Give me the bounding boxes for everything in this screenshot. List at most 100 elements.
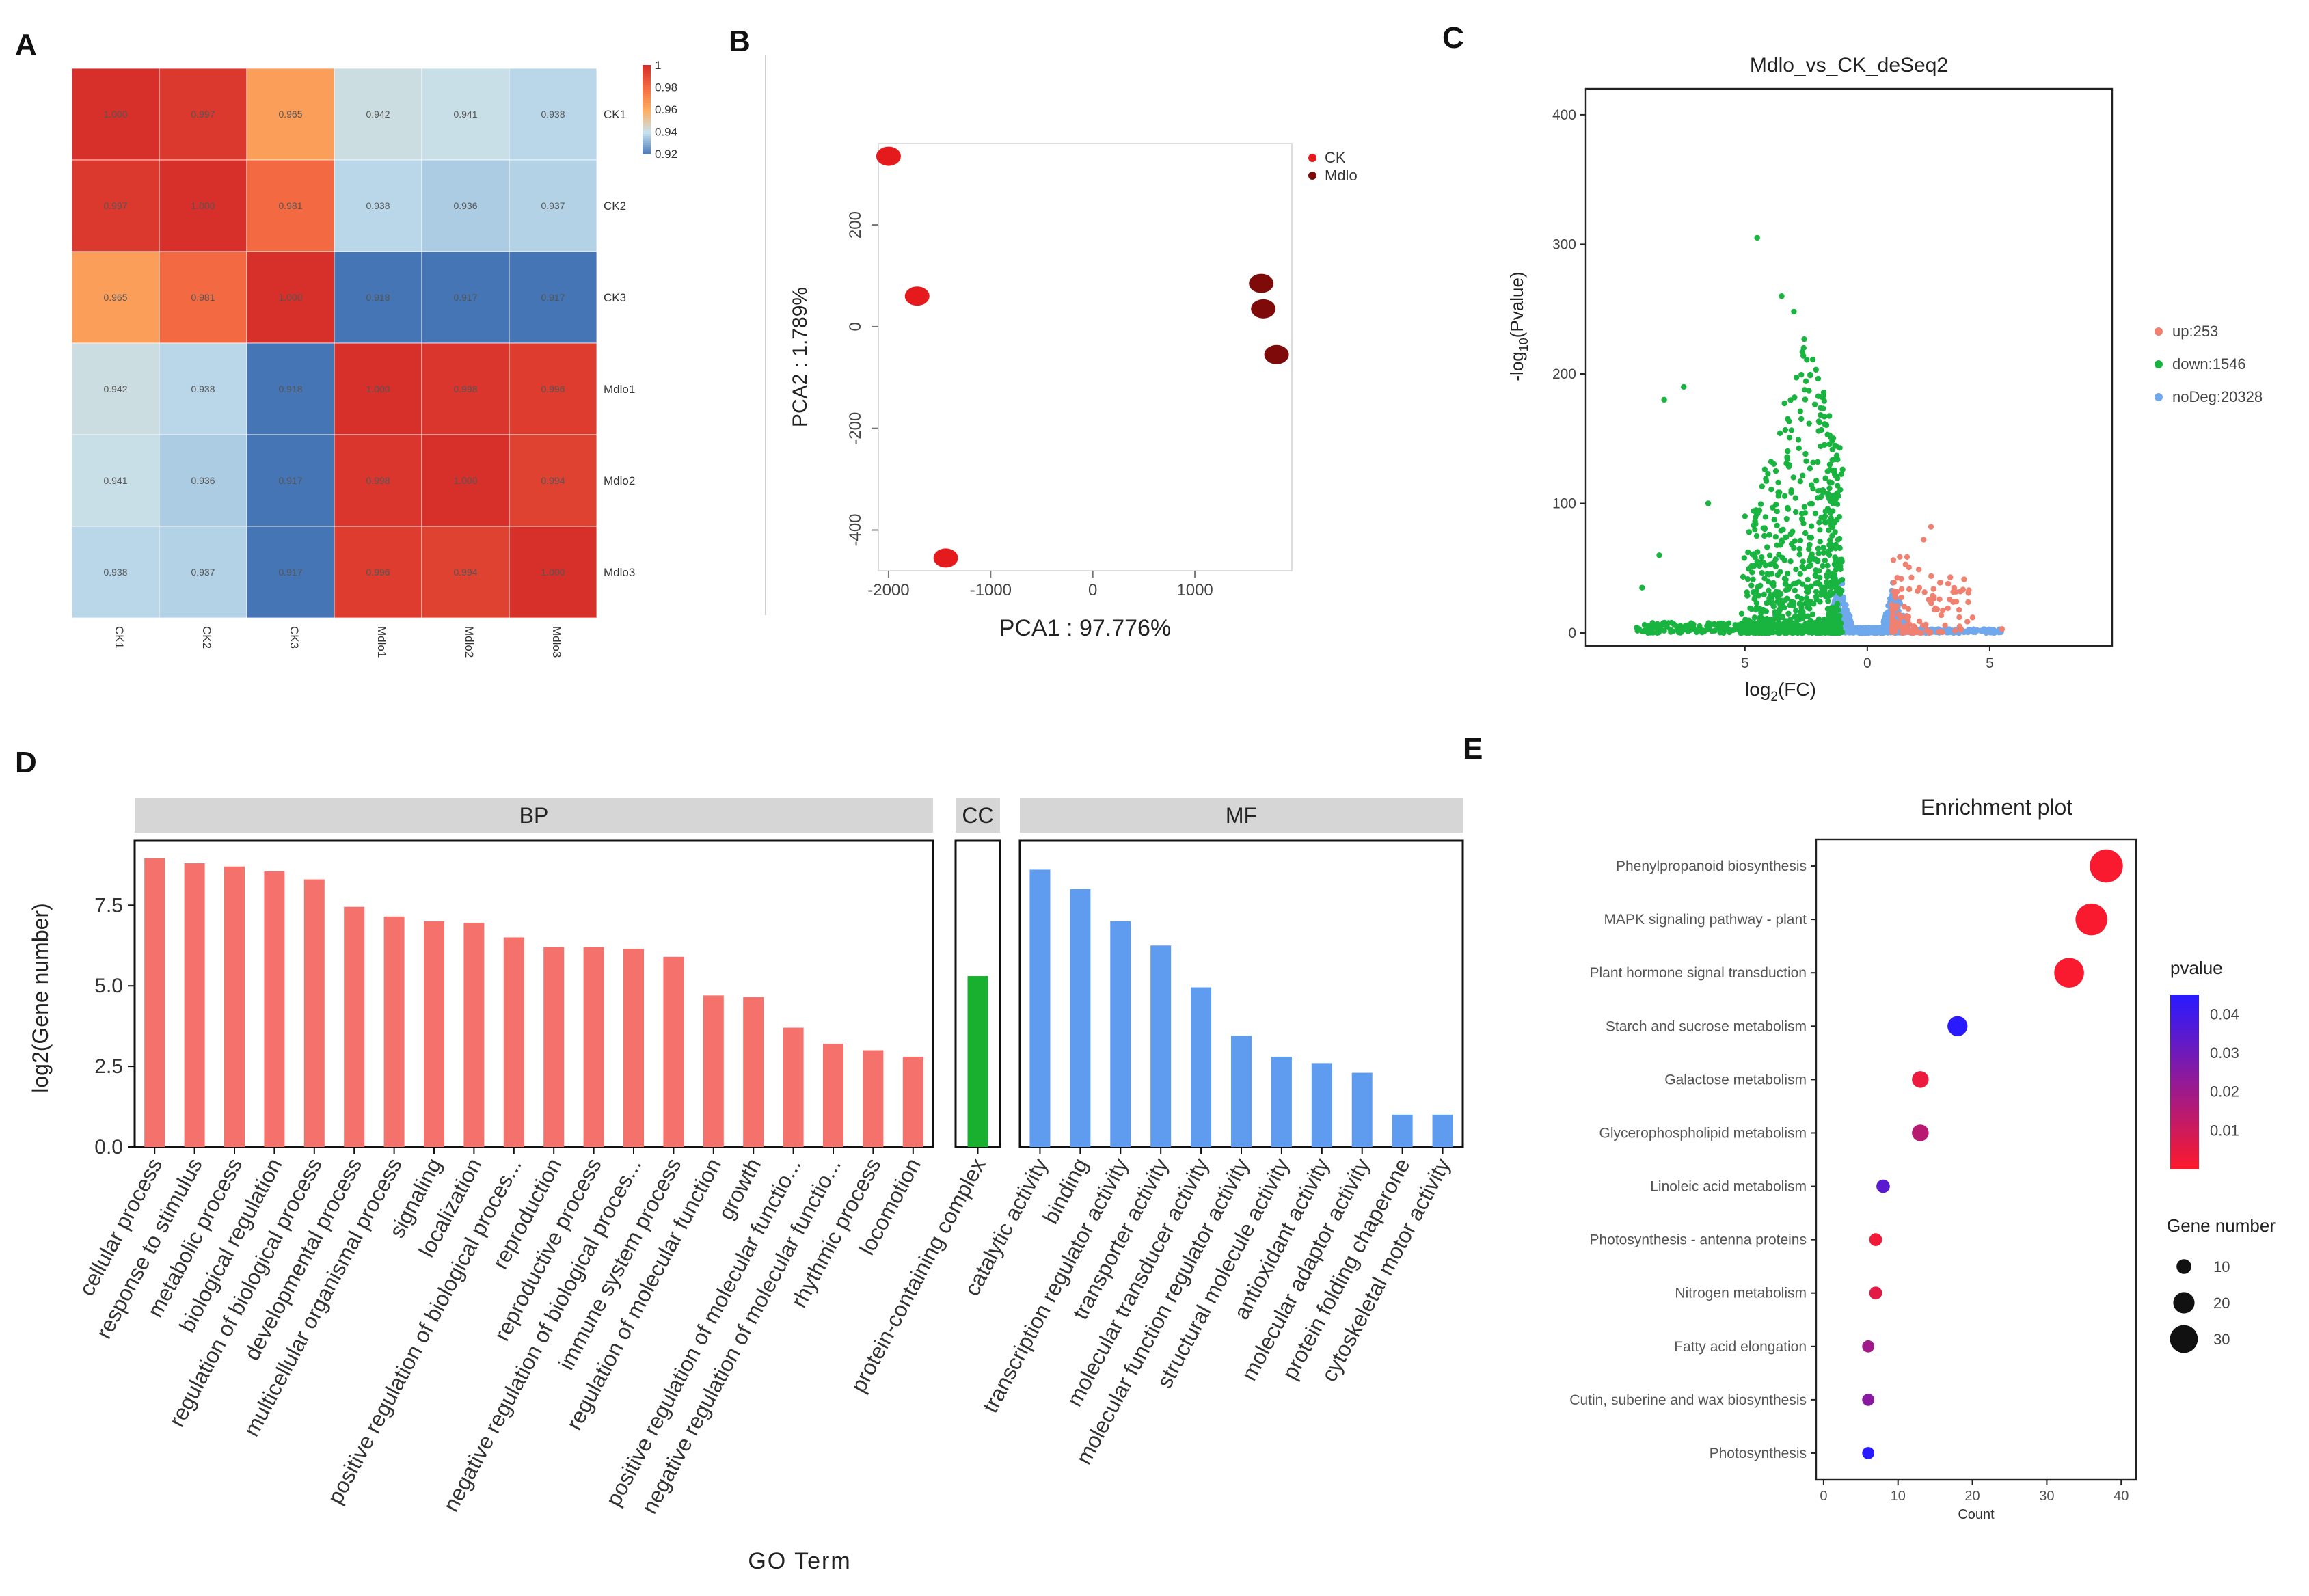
volcano-point-down xyxy=(1790,474,1797,481)
volcano-point-down xyxy=(1765,625,1771,631)
volcano-point-down xyxy=(1829,582,1835,589)
go-bar xyxy=(823,1044,843,1147)
volcano-point-down xyxy=(1661,396,1667,403)
heatmap-col-label: CK1 xyxy=(113,626,126,649)
volcano-point-up xyxy=(1958,625,1964,632)
volcano-point-down xyxy=(1829,446,1835,452)
panel-letter-b: B xyxy=(729,25,751,58)
volcano-point-down xyxy=(1787,624,1794,631)
volcano-point-down xyxy=(1825,548,1831,555)
volcano-point-down xyxy=(1833,545,1839,552)
volcano-point-down xyxy=(1833,556,1839,563)
volcano-plot: Mdlo_vs_CK_deSeq2 0 100 200 300 400 5 0 5 log2(FC… xyxy=(1507,54,2263,704)
colorbar-segment xyxy=(643,149,651,152)
volcano-point-down xyxy=(1798,516,1805,522)
enrichment-y-tick-label: MAPK signaling pathway - plant xyxy=(1604,912,1807,928)
volcano-point-down xyxy=(1807,620,1813,627)
go-bar xyxy=(503,937,524,1147)
volcano-point-down xyxy=(1705,620,1712,626)
pca-point xyxy=(904,286,930,306)
heatmap-cell-value: 0.981 xyxy=(278,200,302,211)
volcano-point-down xyxy=(1802,450,1809,457)
volcano-point-down xyxy=(1803,584,1810,591)
volcano-point-down xyxy=(1828,605,1835,611)
pca-point xyxy=(933,548,958,568)
pvalue-colorbar-segment xyxy=(2170,1141,2199,1145)
volcano-point-down xyxy=(1774,594,1781,600)
volcano-point-down xyxy=(1811,401,1818,407)
volcano-x-tick-label: 0 xyxy=(1863,655,1872,671)
volcano-point-down xyxy=(1798,609,1804,615)
volcano-point-down xyxy=(1787,620,1793,626)
pvalue-colorbar-segment xyxy=(2170,1053,2199,1058)
pca-y-tick-label: -200 xyxy=(846,412,865,445)
volcano-point-up xyxy=(1889,601,1895,608)
pvalue-colorbar-segment xyxy=(2170,1029,2199,1033)
enrichment-y-tick-label: Fatty acid elongation xyxy=(1674,1339,1807,1355)
volcano-point-down xyxy=(1796,545,1802,552)
volcano-point-down xyxy=(1796,628,1802,635)
volcano-point-up xyxy=(1942,622,1948,629)
volcano-point-down xyxy=(1759,483,1765,489)
heatmap-cell-value: 0.965 xyxy=(103,292,127,303)
pca-x-tick-label: -2000 xyxy=(867,581,909,599)
go-bar xyxy=(144,858,165,1147)
enrichment-point xyxy=(1869,1233,1882,1246)
heatmap-cell xyxy=(509,434,597,527)
heatmap-cell-value: 0.937 xyxy=(541,200,565,211)
volcano-point-down xyxy=(1824,593,1831,600)
volcano-point-down xyxy=(1781,604,1787,611)
pca-point xyxy=(1251,299,1276,319)
volcano-point-down xyxy=(1801,565,1807,572)
volcano-point-down xyxy=(1792,509,1799,515)
volcano-point-down xyxy=(1807,606,1813,612)
colorbar-segment xyxy=(643,136,651,139)
pvalue-colorbar-segment xyxy=(2170,1161,2199,1166)
enrichment-y-tick-label: Cutin, suberine and wax biosynthesis xyxy=(1569,1392,1807,1408)
enrichment-x-tick-label: 30 xyxy=(2039,1489,2054,1504)
volcano-point-down xyxy=(1755,584,1761,590)
volcano-point-down xyxy=(1784,595,1790,601)
volcano-point-down xyxy=(1837,545,1843,552)
volcano-point-down xyxy=(1805,613,1811,619)
volcano-y-tick-label: 100 xyxy=(1552,496,1576,512)
volcano-point-down xyxy=(1807,500,1813,507)
volcano-point-down xyxy=(1681,383,1687,390)
pvalue-colorbar-segment xyxy=(2170,1126,2199,1131)
volcano-point-down xyxy=(1815,495,1821,501)
volcano-point-down xyxy=(1793,608,1799,614)
go-y-tick-label: 0.0 xyxy=(94,1136,123,1159)
volcano-point-down xyxy=(1779,293,1785,299)
volcano-point-down xyxy=(1826,571,1833,578)
volcano-point-down xyxy=(1784,456,1791,462)
volcano-point-down xyxy=(1831,519,1837,526)
go-bar xyxy=(743,997,764,1147)
pvalue-colorbar-segment xyxy=(2170,1116,2199,1121)
heatmap-cell-value: 0.917 xyxy=(278,475,302,486)
volcano-point-down xyxy=(1812,510,1819,517)
pvalue-colorbar-segment xyxy=(2170,1113,2199,1118)
volcano-point-nodeg xyxy=(1992,629,1998,635)
heatmap-cell-value: 0.942 xyxy=(366,109,390,120)
heatmap-cell-value: 0.917 xyxy=(541,292,565,303)
volcano-point-down xyxy=(1744,593,1751,599)
volcano-point-down xyxy=(1828,621,1835,627)
volcano-point-down xyxy=(1761,532,1768,539)
volcano-point-down xyxy=(1812,556,1819,563)
volcano-point-up xyxy=(1928,600,1934,606)
volcano-point-down xyxy=(1797,571,1803,577)
heatmap-cell-value: 0.938 xyxy=(541,109,565,120)
volcano-point-up xyxy=(1965,590,1971,596)
pvalue-colorbar-segment xyxy=(2170,1144,2199,1148)
volcano-point-down xyxy=(1771,517,1777,523)
pvalue-colorbar-segment xyxy=(2170,1046,2199,1051)
colorbar-segment xyxy=(643,140,651,144)
volcano-point-down xyxy=(1777,601,1783,608)
pvalue-colorbar-segment xyxy=(2170,1148,2199,1152)
volcano-point-down xyxy=(1806,546,1812,552)
pca-x-tick-label: 1000 xyxy=(1176,581,1213,599)
pvalue-colorbar-segment xyxy=(2170,1012,2199,1016)
volcano-y-tick-label: 300 xyxy=(1552,236,1576,252)
colorbar-segment xyxy=(643,151,651,154)
